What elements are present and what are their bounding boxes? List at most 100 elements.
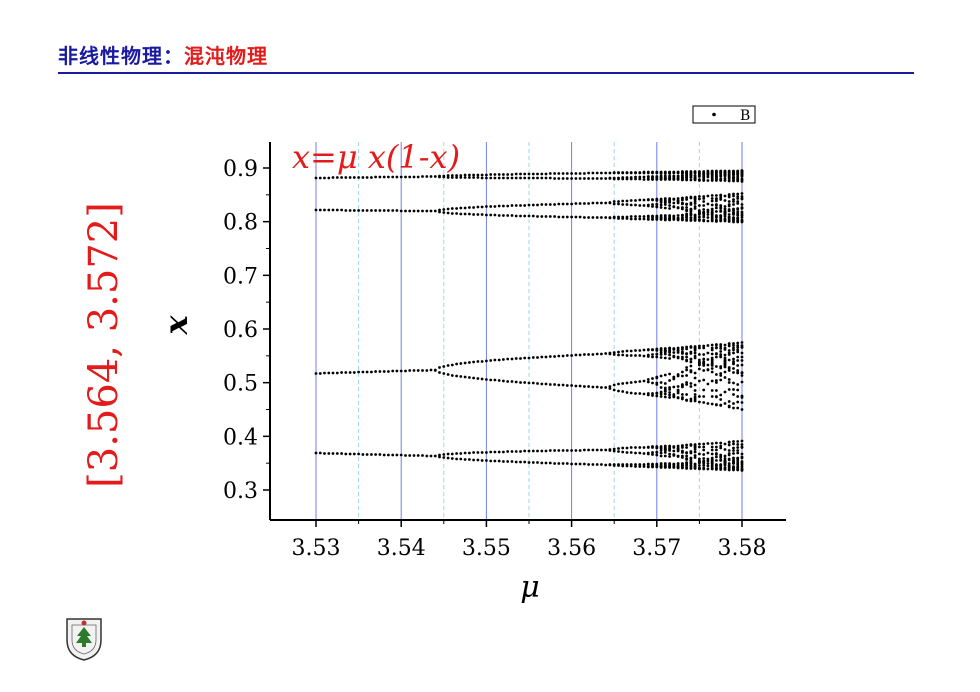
data-point bbox=[668, 171, 671, 175]
data-point bbox=[681, 393, 684, 396]
data-point bbox=[732, 440, 735, 443]
data-point bbox=[583, 462, 586, 466]
slide-title-subtopic: 混沌物理 bbox=[184, 44, 268, 68]
data-point bbox=[715, 220, 718, 223]
data-point bbox=[706, 459, 710, 463]
data-point bbox=[476, 173, 480, 177]
data-point bbox=[617, 389, 620, 393]
data-point bbox=[740, 219, 744, 223]
data-point bbox=[540, 461, 544, 465]
data-point bbox=[693, 376, 697, 380]
data-point bbox=[732, 371, 735, 374]
data-point bbox=[544, 176, 548, 180]
data-point bbox=[710, 213, 714, 217]
data-point bbox=[472, 458, 475, 462]
data-point bbox=[634, 392, 637, 395]
data-point bbox=[544, 172, 548, 176]
data-point bbox=[327, 208, 331, 212]
data-point bbox=[715, 177, 718, 181]
data-point bbox=[587, 353, 590, 356]
data-point bbox=[497, 173, 501, 176]
data-point bbox=[698, 219, 701, 222]
data-point bbox=[702, 360, 706, 363]
data-point bbox=[476, 458, 480, 462]
data-point bbox=[676, 374, 680, 378]
data-point bbox=[663, 349, 667, 352]
data-point bbox=[519, 172, 522, 176]
data-point bbox=[370, 209, 373, 212]
data-point bbox=[651, 353, 654, 356]
data-point bbox=[412, 175, 416, 179]
data-point bbox=[723, 442, 727, 446]
data-point bbox=[382, 370, 386, 373]
data-point bbox=[531, 461, 535, 464]
chart-points bbox=[314, 169, 744, 472]
data-point bbox=[715, 389, 718, 392]
data-point bbox=[578, 202, 582, 205]
data-point bbox=[587, 171, 590, 175]
data-point bbox=[732, 406, 735, 410]
data-point bbox=[527, 461, 531, 464]
data-point bbox=[595, 448, 599, 452]
data-point bbox=[723, 205, 727, 208]
data-point bbox=[574, 384, 578, 388]
data-point bbox=[693, 383, 697, 387]
data-point bbox=[693, 198, 697, 201]
data-point bbox=[698, 464, 701, 467]
data-point bbox=[540, 176, 544, 180]
data-point bbox=[583, 172, 586, 175]
data-point bbox=[672, 174, 676, 178]
data-point bbox=[702, 213, 706, 217]
x-tick-label: 3.55 bbox=[462, 536, 511, 561]
data-point bbox=[583, 177, 586, 180]
data-point bbox=[608, 387, 612, 390]
data-point bbox=[391, 453, 395, 457]
data-point bbox=[651, 348, 654, 352]
data-point bbox=[502, 379, 505, 383]
data-point bbox=[710, 395, 714, 398]
data-point bbox=[663, 390, 667, 393]
data-point bbox=[736, 406, 740, 410]
data-point bbox=[450, 457, 454, 460]
data-point bbox=[476, 205, 480, 209]
data-point bbox=[446, 452, 450, 456]
data-point bbox=[719, 210, 723, 213]
data-point bbox=[693, 176, 697, 179]
data-point bbox=[732, 219, 735, 222]
data-point bbox=[659, 206, 663, 209]
data-point bbox=[732, 467, 735, 471]
data-point bbox=[642, 463, 646, 466]
data-point bbox=[736, 371, 740, 374]
data-point bbox=[736, 341, 740, 345]
data-point bbox=[438, 453, 441, 457]
data-point bbox=[706, 402, 710, 405]
data-point bbox=[404, 369, 407, 373]
data-point bbox=[655, 465, 659, 468]
data-point bbox=[655, 175, 659, 178]
data-point bbox=[727, 203, 731, 206]
data-point bbox=[732, 179, 735, 183]
data-point bbox=[425, 369, 429, 372]
data-point bbox=[634, 465, 637, 468]
data-point bbox=[574, 215, 578, 219]
data-point bbox=[740, 178, 744, 182]
data-point bbox=[693, 389, 697, 392]
data-point bbox=[651, 392, 654, 395]
data-point bbox=[536, 449, 539, 453]
data-point bbox=[710, 456, 714, 460]
data-point bbox=[638, 463, 642, 466]
data-point bbox=[655, 446, 659, 450]
data-point bbox=[408, 369, 412, 372]
x-tick-label: 3.54 bbox=[377, 536, 426, 561]
data-point bbox=[689, 176, 693, 179]
data-point bbox=[710, 218, 714, 222]
data-point bbox=[723, 179, 727, 182]
data-point bbox=[727, 464, 731, 468]
data-point bbox=[612, 177, 616, 181]
data-point bbox=[698, 173, 701, 177]
data-point bbox=[702, 353, 706, 356]
data-point bbox=[374, 175, 377, 179]
data-point bbox=[570, 449, 573, 452]
data-point bbox=[634, 446, 637, 449]
data-point bbox=[693, 356, 697, 360]
